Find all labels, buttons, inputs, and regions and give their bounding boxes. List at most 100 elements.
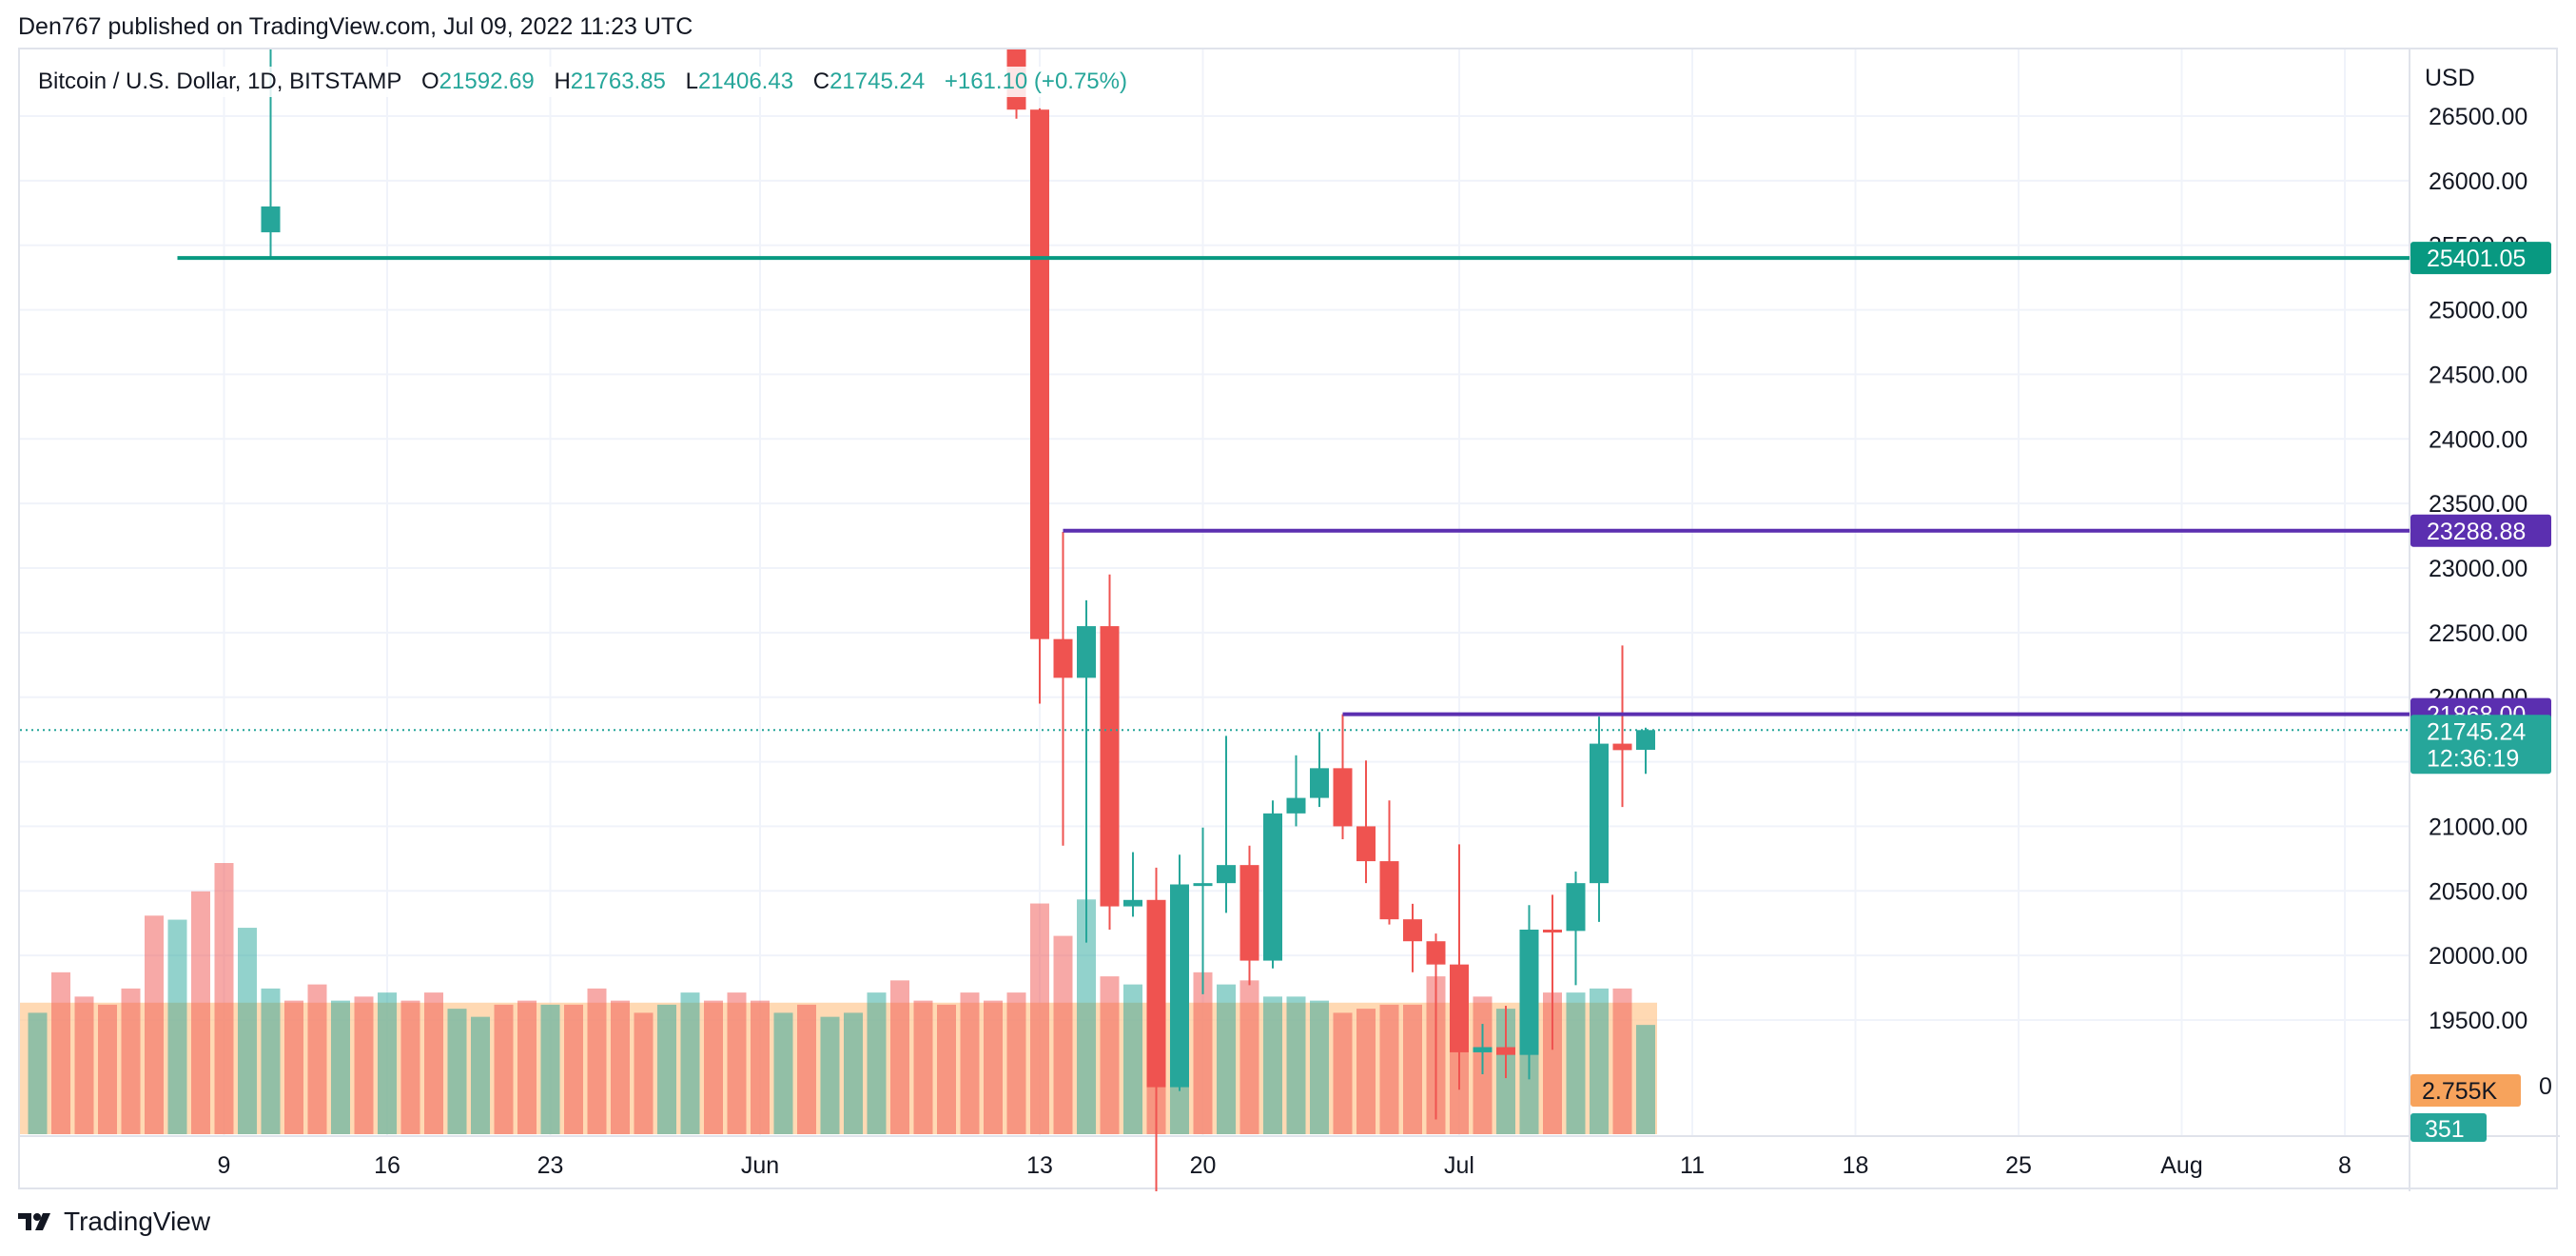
volume-bar [1239,980,1259,1134]
volume-bar [261,988,281,1134]
volume-bar [984,1000,1003,1134]
tradingview-logo-icon [18,1213,50,1230]
volume-current-badge [2410,1113,2487,1142]
volume-bar [960,992,980,1134]
volume-bar [751,1000,770,1134]
legend-high-label: H [554,69,571,94]
legend-symbol: Bitcoin / U.S. Dollar, 1D, BITSTAMP [38,69,402,94]
legend-open-label: O [421,69,439,94]
volume-bar [1403,1004,1422,1134]
volume-bar [1590,988,1609,1134]
candlestick-chart[interactable]: USD26500.0026000.0025500.0025000.0024500… [20,49,2560,1191]
price-tick-label: 26500.00 [2429,104,2527,130]
price-tick-label: 23500.00 [2429,491,2527,518]
volume-bar [1077,899,1096,1134]
price-tick-label: 20000.00 [2429,943,2527,970]
candle-body [1636,730,1655,750]
candle-body [1193,883,1213,887]
level-tag-resistance-25401 [2410,242,2551,275]
volume-bar [1100,976,1120,1134]
candle-body [1426,941,1446,965]
volume-bar [447,1009,467,1134]
volume-bar [704,1000,723,1134]
candle-body [1543,930,1562,932]
time-tick-label: 16 [374,1152,400,1179]
volume-current-badge-label: 351 [2425,1116,2465,1143]
candle-body [1496,1047,1515,1055]
level-tag-resistance-23288 [2410,514,2551,547]
volume-bar [564,1004,583,1134]
volume-bar [238,928,257,1134]
volume-bar [1286,996,1306,1134]
legend-high-value: 21763.85 [570,69,666,94]
legend-close-value: 21745.24 [829,69,926,94]
volume-bar [773,1012,793,1134]
candle-body [1403,919,1422,942]
candle-body [1519,930,1539,1055]
volume-bar [680,992,700,1134]
footer-brand[interactable]: TradingView [18,1207,210,1237]
time-tick-label: Jul [1444,1152,1474,1179]
volume-bar [587,988,607,1134]
volume-bar [517,1000,537,1134]
candle-body [1473,1047,1493,1052]
volume-bar [98,1004,117,1134]
candle-body [1146,899,1166,1088]
volume-bar [167,919,187,1134]
price-tick-label-partial: 0 [2539,1073,2552,1100]
time-tick-label: 18 [1843,1152,1869,1179]
price-axis-currency: USD [2425,65,2475,91]
volume-bar [1379,1004,1399,1134]
candle-body [1590,743,1609,884]
volume-bar [634,1012,654,1134]
level-tag-label: 23288.88 [2427,519,2526,545]
publisher-line: Den767 published on TradingView.com, Jul… [18,13,693,40]
candle-body [1566,883,1586,932]
volume-bar [1310,1000,1329,1134]
volume-bar [1217,984,1236,1134]
candle-body [1170,884,1189,1088]
volume-bar [1612,988,1632,1134]
volume-bar [1053,935,1073,1134]
volume-bar [51,971,70,1134]
volume-bar [1543,992,1562,1134]
volume-bar [867,992,887,1134]
current-price-tag [2410,715,2551,775]
volume-bar [820,1016,840,1134]
candle-body [1450,964,1469,1052]
current-price-tag-countdown: 12:36:19 [2427,745,2519,772]
volume-bar [1193,971,1213,1134]
time-tick-label: 25 [2005,1152,2032,1179]
candle-body [1612,743,1632,751]
volume-bar [471,1016,490,1134]
volume-bar [657,1004,676,1134]
legend-close-label: C [812,69,830,94]
legend-open-value: 21592.69 [439,69,535,94]
volume-bar [307,984,327,1134]
volume-bar [121,988,141,1134]
time-tick-label: 23 [537,1152,564,1179]
candle-body [1217,865,1236,884]
volume-bar [214,863,234,1134]
volume-bar [74,996,94,1134]
volume-bar [611,1000,630,1134]
time-tick-label: 8 [2338,1152,2352,1179]
price-tick-label: 21000.00 [2429,814,2527,840]
volume-bar [354,996,374,1134]
price-tick-label: 20500.00 [2429,878,2527,905]
volume-bar [400,1000,420,1134]
volume-ma-badge [2410,1074,2521,1107]
time-tick-label: 9 [218,1152,231,1179]
volume-ma-badge-label: 2.755K [2422,1078,2498,1105]
candle-body [1100,626,1120,907]
price-tick-label: 19500.00 [2429,1008,2527,1034]
candle-body [1053,638,1073,678]
volume-bar [540,1004,560,1134]
candle-body [1356,826,1376,862]
volume-bar [494,1004,514,1134]
volume-bar [191,891,210,1134]
legend-low-value: 21406.43 [697,69,794,94]
volume-bar [1333,1012,1353,1134]
volume-bar [937,1004,956,1134]
time-tick-label: 11 [1680,1152,1705,1179]
